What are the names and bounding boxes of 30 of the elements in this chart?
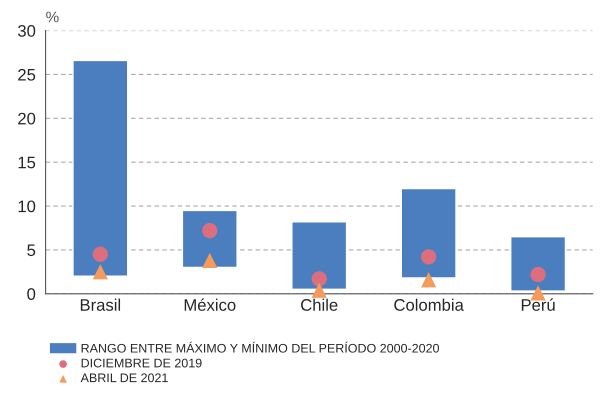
point — [312, 282, 327, 298]
y-tick-label: 0 — [27, 288, 36, 300]
x-tick-label: Perú — [522, 298, 555, 311]
point — [421, 249, 436, 265]
point — [202, 252, 218, 268]
x-tick-label: México — [184, 298, 236, 311]
legend-label: ABRIL DE 2021 — [80, 373, 168, 382]
bar — [182, 210, 238, 268]
point — [312, 271, 327, 286]
y-tick-label: 20 — [18, 112, 36, 125]
bar — [72, 60, 128, 277]
point — [530, 266, 546, 282]
point — [202, 222, 218, 238]
bar — [400, 188, 457, 279]
y-tick-label: 5 — [27, 244, 36, 256]
x-tick-label: Chile — [301, 298, 338, 311]
bar — [291, 221, 348, 290]
y-axis-title: % — [46, 12, 59, 22]
bar — [510, 236, 566, 292]
y-tick-label: 30 — [18, 25, 36, 37]
y-tick-label: 10 — [18, 200, 36, 212]
x-tick-label: Brasil — [80, 298, 120, 311]
legend-label: RANGO ENTRE MÁXIMO Y MÍNIMO DEL PERÍODO 2000-2020 — [82, 342, 440, 353]
legend-label: DICIEMBRE DE 2019 — [82, 358, 202, 368]
point — [92, 264, 108, 280]
x-tick-label: Colombia — [394, 298, 464, 311]
y-tick-label: 15 — [18, 156, 36, 168]
point — [92, 246, 108, 262]
y-tick-label: 25 — [18, 68, 36, 81]
point — [421, 272, 436, 288]
